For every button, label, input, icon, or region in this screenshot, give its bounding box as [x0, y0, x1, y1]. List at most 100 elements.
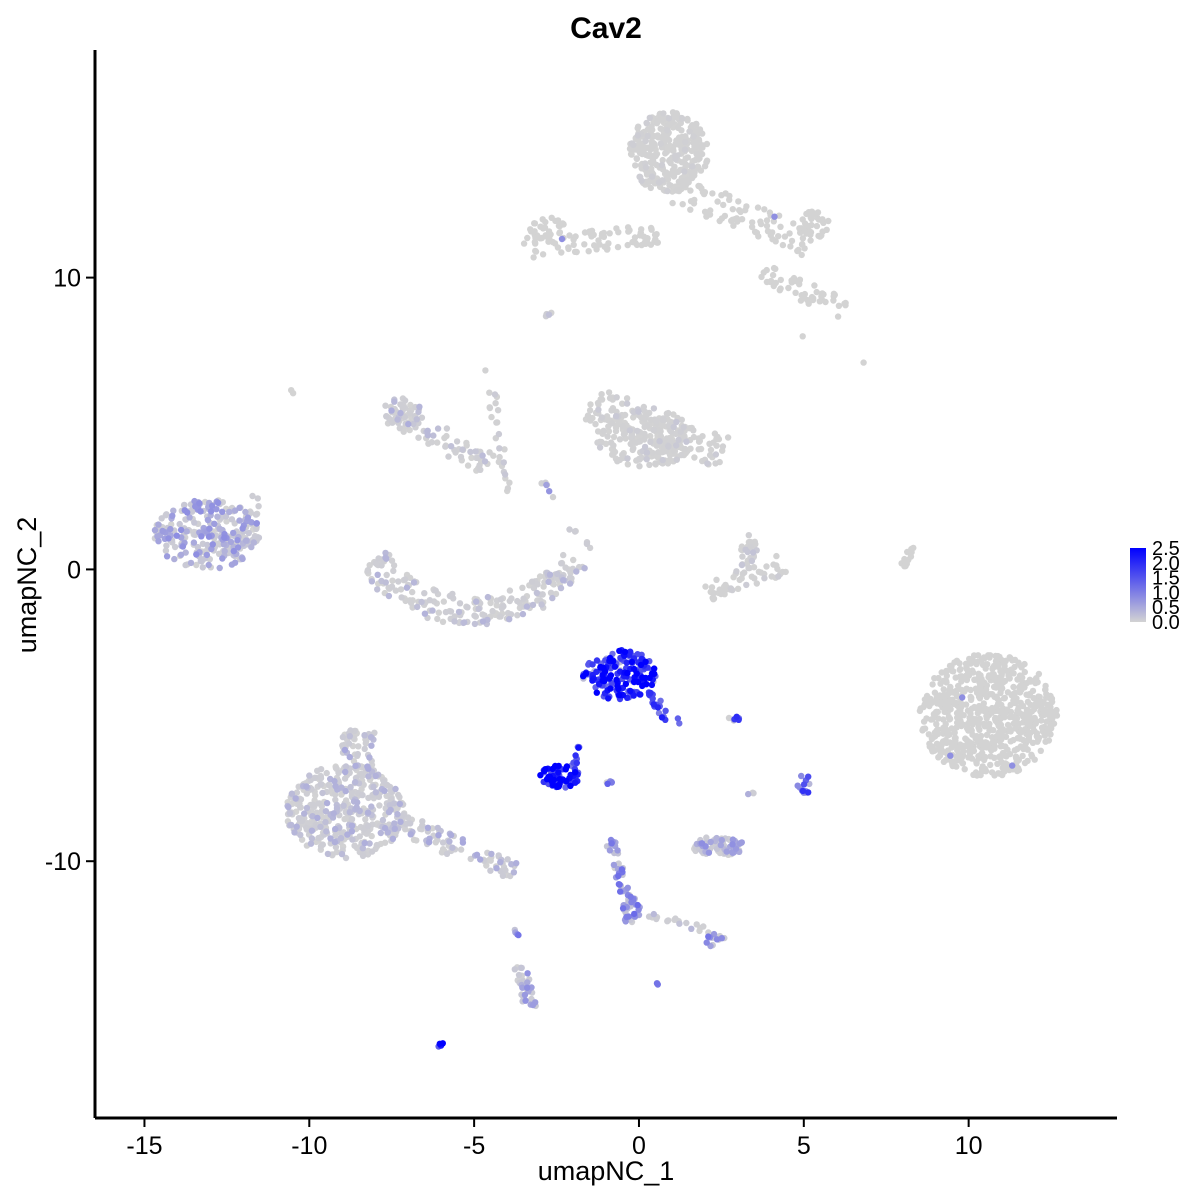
cell-point: [644, 235, 651, 242]
cell-point: [459, 839, 467, 846]
cell-point: [428, 439, 435, 446]
cell-point: [440, 598, 447, 605]
cell-point: [228, 516, 236, 523]
cell-point: [615, 418, 623, 426]
cell-point: [424, 427, 431, 434]
cell-point: [162, 547, 170, 554]
cell-point: [253, 525, 260, 533]
cell-point: [557, 584, 565, 592]
cell-point: [1023, 745, 1031, 753]
cell-point: [226, 508, 233, 516]
cell-point: [323, 769, 330, 777]
cell-point: [659, 156, 666, 164]
cell-point: [215, 550, 223, 557]
cell-point: [645, 913, 653, 920]
cell-point: [347, 727, 354, 734]
cell-point: [286, 810, 294, 817]
cell-point: [348, 788, 355, 796]
cell-point: [664, 143, 672, 151]
cell-point: [653, 417, 660, 424]
cell-point: [197, 508, 204, 515]
cell-point: [933, 721, 940, 728]
cell-point: [308, 835, 316, 842]
cell-point: [957, 665, 964, 673]
cell-point: [691, 157, 699, 164]
cell-point: [948, 663, 955, 670]
cell-point: [317, 774, 325, 782]
cell-point: [255, 534, 263, 541]
cell-point: [179, 543, 187, 550]
cell-point: [623, 400, 631, 407]
cell-point: [497, 596, 505, 603]
cell-point: [383, 413, 390, 420]
cell-point: [506, 616, 513, 623]
cell-point: [406, 574, 414, 581]
cell-point: [203, 551, 211, 559]
cell-point: [641, 443, 649, 451]
cell-point: [181, 501, 188, 509]
cell-point: [332, 783, 339, 790]
cell-point: [657, 433, 665, 440]
cell-point: [1035, 670, 1043, 678]
cell-point: [303, 804, 311, 812]
cell-point: [786, 230, 793, 237]
cell-point: [464, 462, 472, 469]
cell-point: [798, 251, 805, 259]
cell-point: [659, 456, 666, 464]
cell-point: [500, 459, 507, 466]
cell-point: [761, 206, 768, 213]
cell-point: [624, 884, 631, 891]
cell-point: [662, 707, 669, 714]
cell-point: [449, 844, 456, 851]
cell-point: [338, 829, 346, 837]
cell-point: [333, 805, 341, 812]
cell-point: [171, 555, 178, 563]
cell-point: [186, 514, 193, 521]
cell-point: [628, 658, 636, 666]
cell-point: [151, 526, 159, 534]
cell-point: [538, 601, 545, 608]
cell-point: [687, 198, 695, 205]
cell-point: [362, 816, 369, 823]
cell-point: [620, 431, 628, 438]
cell-point: [980, 700, 987, 707]
cell-point: [319, 841, 326, 848]
cell-point: [471, 620, 479, 628]
x-axis-title: umapNC_1: [538, 1156, 675, 1186]
cell-point: [605, 428, 613, 435]
cell-point: [592, 420, 599, 428]
cell-point: [615, 872, 622, 880]
cell-point: [324, 850, 332, 858]
cell-point: [777, 223, 784, 230]
cell-point: [971, 676, 978, 683]
cell-point: [573, 759, 580, 767]
cell-point: [348, 816, 356, 823]
cell-point: [372, 772, 379, 780]
cell-point: [390, 567, 397, 575]
cell-point: [665, 443, 672, 450]
cell-point: [443, 432, 450, 440]
cell-point: [945, 713, 952, 721]
cell-point: [504, 485, 512, 492]
cell-point: [773, 562, 780, 569]
cell-point: [381, 824, 389, 832]
cell-point: [194, 543, 201, 551]
legend-label: 1.0: [1152, 582, 1180, 604]
cell-point: [965, 754, 972, 761]
cell-point: [619, 905, 627, 912]
cell-point: [940, 686, 947, 693]
cell-point: [471, 612, 478, 619]
cell-point: [977, 771, 984, 779]
cell-point: [159, 527, 166, 535]
cell-point: [410, 836, 418, 843]
cell-point: [197, 557, 204, 565]
cell-point: [729, 206, 736, 213]
cell-point: [332, 791, 339, 798]
cell-point: [325, 781, 333, 788]
cell-point: [799, 787, 807, 795]
cell-point: [449, 590, 456, 598]
cell-point: [630, 678, 638, 686]
cell-point: [788, 277, 795, 284]
cell-point: [636, 463, 643, 470]
cell-point: [749, 219, 756, 226]
